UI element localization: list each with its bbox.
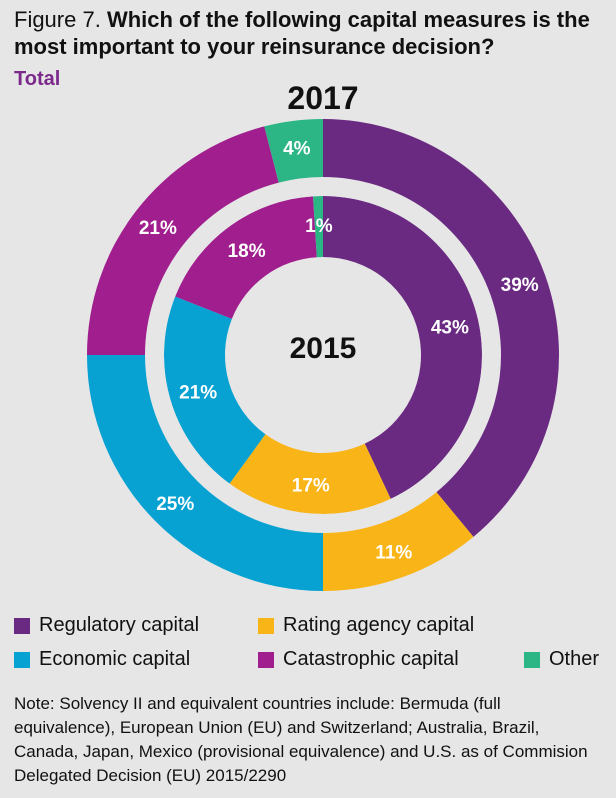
donut-chart: 39% 11% 25% 21% 4% 43% 17% 21% 18% 1% 2017 2015 [87,80,559,591]
slice-2017-regulatory-capital [323,119,559,537]
legend-item-economic-capital: Economic capital [14,648,190,671]
slice-2015-rating-agency-capital [229,434,391,514]
legend-label: Other [549,648,600,670]
figure-label: Figure 7. [14,7,101,32]
footnote: Note: Solvency II and equivalent countri… [14,694,588,785]
outer-ring-year-label: 2017 [287,80,358,116]
legend-swatch [258,617,274,634]
data-label-2015-other: 1% [305,216,333,237]
legend-swatch [14,651,30,668]
legend-item-catastrophic-capital: Catastrophic capital [258,648,459,671]
data-label-2017-economic-capital: 25% [156,494,194,515]
inner-ring-year-label: 2015 [290,332,357,365]
ring-separator [146,178,500,532]
slice-2015-regulatory-capital [323,196,482,499]
inner-ring-2015 [164,196,482,514]
chart-question: Which of the following capital measures … [14,7,590,59]
data-label-2017-catastrophic-capital: 21% [139,218,177,239]
slice-2017-rating-agency-capital [323,492,474,591]
data-label-2017-other: 4% [283,139,311,160]
chart-subtitle: Total [14,68,61,90]
legend: Regulatory capital Rating agency capital… [14,614,614,684]
legend-swatch [258,651,274,668]
legend-label: Regulatory capital [39,614,200,636]
data-label-2017-regulatory-capital: 39% [501,275,539,296]
legend-label: Economic capital [39,648,191,670]
slice-2017-economic-capital [87,355,323,591]
legend-item-rating-agency-capital: Rating agency capital [258,614,474,637]
data-label-2015-rating-agency-capital: 17% [292,475,330,496]
legend-item-regulatory-capital: Regulatory capital [14,614,199,637]
data-labels: 39% 11% 25% 21% 4% 43% 17% 21% 18% 1% [139,139,539,564]
slice-2015-catastrophic-capital [175,196,317,319]
legend-swatch [524,651,540,668]
data-label-2015-catastrophic-capital: 18% [228,241,266,262]
legend-swatch [14,617,30,634]
slice-2015-economic-capital [164,296,266,484]
legend-item-other: Other [524,648,599,671]
slice-2015-other [313,196,323,258]
chart-title: Figure 7. Which of the following capital… [14,6,604,60]
outer-ring-2017 [87,119,559,591]
data-label-2015-regulatory-capital: 43% [431,318,469,339]
legend-label: Rating agency capital [283,614,475,636]
slice-2017-other [264,119,323,183]
data-label-2015-economic-capital: 21% [179,382,217,403]
data-label-2017-rating-agency-capital: 11% [375,543,412,564]
legend-label: Catastrophic capital [283,648,459,670]
slice-2017-catastrophic-capital [87,126,279,356]
